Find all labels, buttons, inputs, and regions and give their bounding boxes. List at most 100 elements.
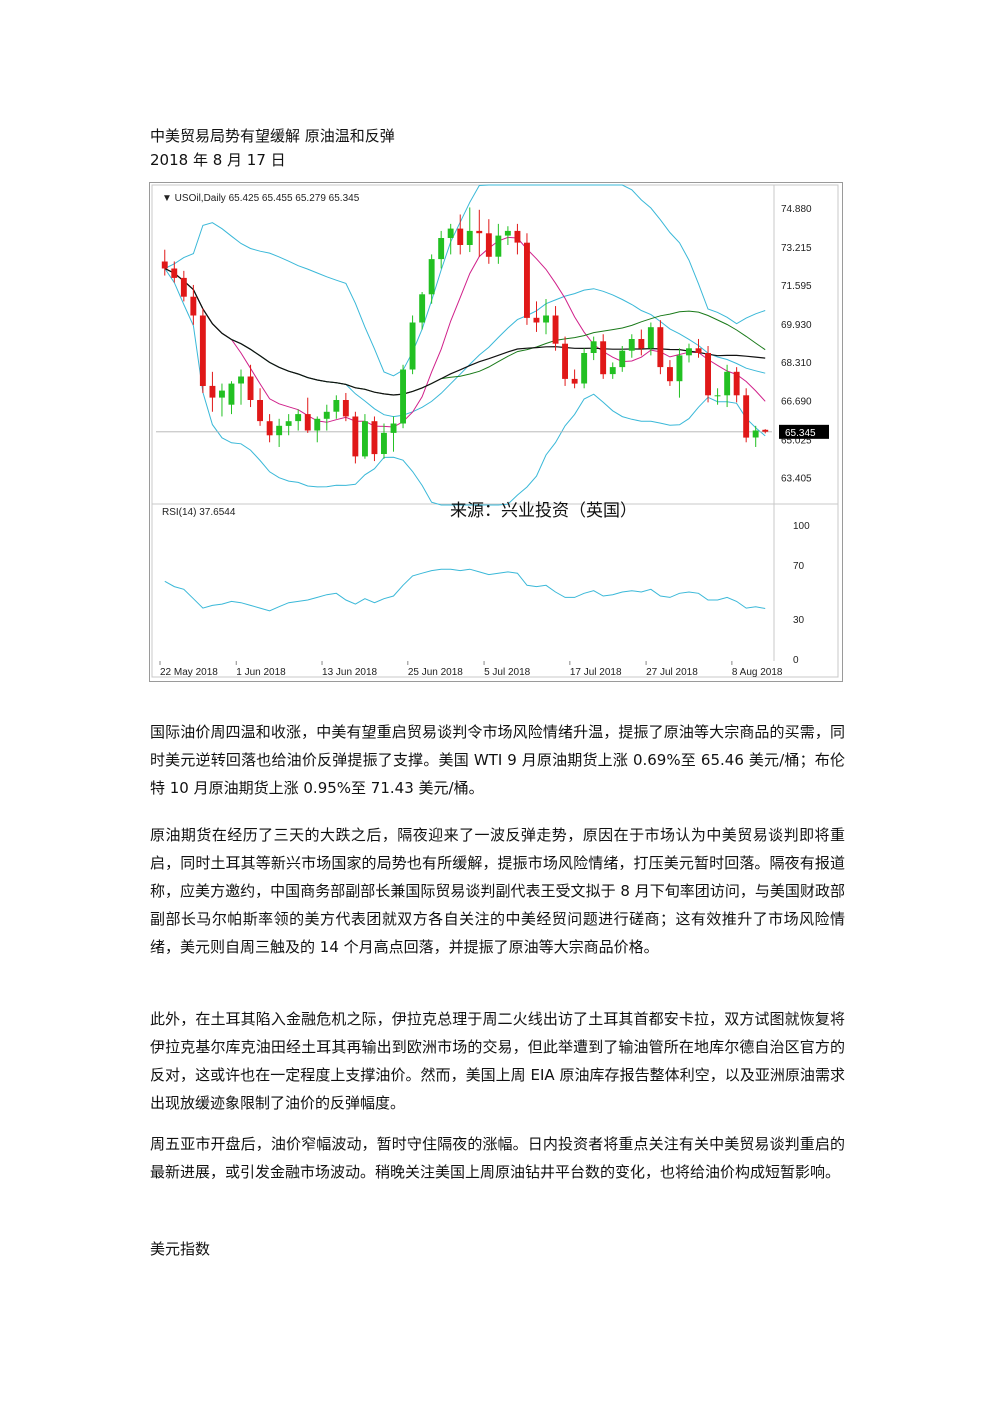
article-date: 2018 年 8 月 17 日 [150, 151, 286, 169]
x-tick-label: 13 Jun 2018 [322, 667, 377, 678]
rsi-tick-label: 70 [793, 561, 805, 572]
candle-body [171, 268, 178, 278]
paragraph-2: 原油期货在经历了三天的大跌之后，隔夜迎来了一波反弹走势，原因在于市场认为中美贸易… [150, 826, 845, 956]
bollinger-lower-line [164, 268, 766, 506]
candle-body [400, 369, 406, 424]
rsi-tick-label: 100 [793, 521, 810, 532]
candle-body [314, 418, 321, 431]
price-tick-label: 74.880 [781, 204, 812, 215]
candle-body [752, 430, 759, 438]
candle-body [209, 385, 216, 398]
candle-body [724, 371, 731, 396]
paragraph-4: 周五亚市开盘后，油价窄幅波动，暂时守住隔夜的涨幅。日内投资者将重点关注有关中美贸… [150, 1135, 845, 1181]
candle-body [342, 400, 349, 417]
candle-body [533, 317, 540, 323]
candle-body [161, 261, 168, 269]
candle-body [381, 432, 387, 454]
paragraph-3: 此外，在土耳其陷入金融危机之际，伊拉克总理于周二火线出访了土耳其首都安卡拉，双方… [150, 1010, 845, 1112]
candle-body [504, 230, 511, 236]
candle-body [295, 414, 302, 422]
candle-body [447, 228, 454, 238]
candle-body [495, 235, 502, 257]
x-tick-label: 5 Jul 2018 [484, 667, 531, 678]
candle-body [733, 371, 740, 396]
x-tick-label: 17 Jul 2018 [570, 667, 622, 678]
chart-svg: 74.880 73.215 71.595 69.930 68.310 66.690 65.0… [151, 184, 839, 678]
candle-body [428, 259, 435, 295]
candle-body [743, 395, 750, 438]
candle-body [705, 353, 711, 396]
candle-body [228, 383, 235, 405]
rsi-line [164, 568, 766, 612]
candle-body [247, 376, 254, 400]
candle-body [409, 322, 416, 370]
section-heading-dollar-index: 美元指数 [150, 1240, 211, 1258]
candle-body [714, 395, 721, 397]
candle-body [762, 429, 769, 432]
price-tick-label: 65.025 [781, 435, 812, 446]
candle-body [390, 423, 397, 433]
candle-body [285, 421, 292, 426]
article-title: 中美贸易局势有望缓解 原油温和反弹 [150, 127, 395, 145]
candle-body [257, 400, 263, 422]
rsi-label: RSI(14) 37.6544 [162, 507, 236, 518]
candle-body [362, 421, 368, 457]
x-tick-label: 27 Jul 2018 [646, 667, 698, 678]
candle-body [628, 339, 635, 351]
candle-body [619, 350, 626, 368]
candle-body [457, 228, 464, 245]
price-tick-label: 63.405 [781, 473, 812, 484]
x-tick-label: 22 May 2018 [160, 667, 218, 678]
candle-body [190, 296, 197, 316]
candle-body [676, 355, 683, 382]
candle-body [323, 411, 330, 419]
paragraph-1: 国际油价周四温和收涨，中美有望重启贸易谈判令市场风险情绪升温，提振了原油等大宗商… [150, 723, 845, 797]
bollinger-upper-line [164, 184, 766, 377]
candle-body [219, 390, 225, 398]
candle-body [600, 341, 607, 375]
candle-body [667, 367, 673, 382]
candle-body [590, 341, 597, 353]
price-tick-label: 68.310 [781, 358, 812, 369]
candle-body [552, 315, 559, 344]
rsi-tick-label: 0 [793, 655, 799, 666]
candle-body [657, 327, 664, 368]
chart-header: ▼ USOil,Daily 65.425 65.455 65.279 65.34… [162, 193, 360, 204]
last-price-tag [779, 424, 829, 439]
candle-body [333, 400, 340, 412]
last-price-label: 65.345 [785, 428, 816, 439]
price-tick-label: 73.215 [781, 243, 812, 254]
candle-body [562, 343, 568, 379]
x-tick-label: 8 Aug 2018 [732, 667, 783, 678]
candle-body [514, 230, 521, 243]
price-tick-label: 66.690 [781, 396, 812, 407]
candle-body [180, 277, 187, 297]
candle-body [266, 421, 273, 436]
candle-body [476, 230, 483, 234]
candle-body [581, 353, 588, 384]
x-tick-label: 1 Jun 2018 [236, 667, 286, 678]
price-tick-label: 71.595 [781, 281, 812, 292]
chart-background [151, 184, 839, 678]
candle-body [438, 238, 445, 260]
candle-body [238, 376, 244, 384]
candle-body [199, 315, 206, 386]
candle-body [466, 230, 473, 245]
candle-body [638, 339, 645, 349]
candle-body [571, 378, 578, 384]
candle-body [647, 327, 654, 349]
rsi-tick-label: 30 [793, 615, 805, 626]
candle-body [524, 242, 530, 318]
moving-average-fast-line [164, 236, 766, 428]
candle-body [609, 367, 616, 375]
oil-price-chart: 74.880 73.215 71.595 69.930 68.310 66.690 65.0… [149, 182, 843, 682]
candle-body [543, 315, 549, 323]
candle-body [419, 294, 426, 323]
candle-body [276, 425, 283, 436]
candle-body [695, 348, 702, 353]
x-tick-label: 25 Jun 2018 [408, 667, 463, 678]
candle-body [371, 421, 378, 455]
moving-average-slow-line [164, 267, 766, 396]
source-watermark: 来源：兴业投资（英国） [450, 501, 637, 521]
price-tick-label: 69.930 [781, 320, 812, 331]
